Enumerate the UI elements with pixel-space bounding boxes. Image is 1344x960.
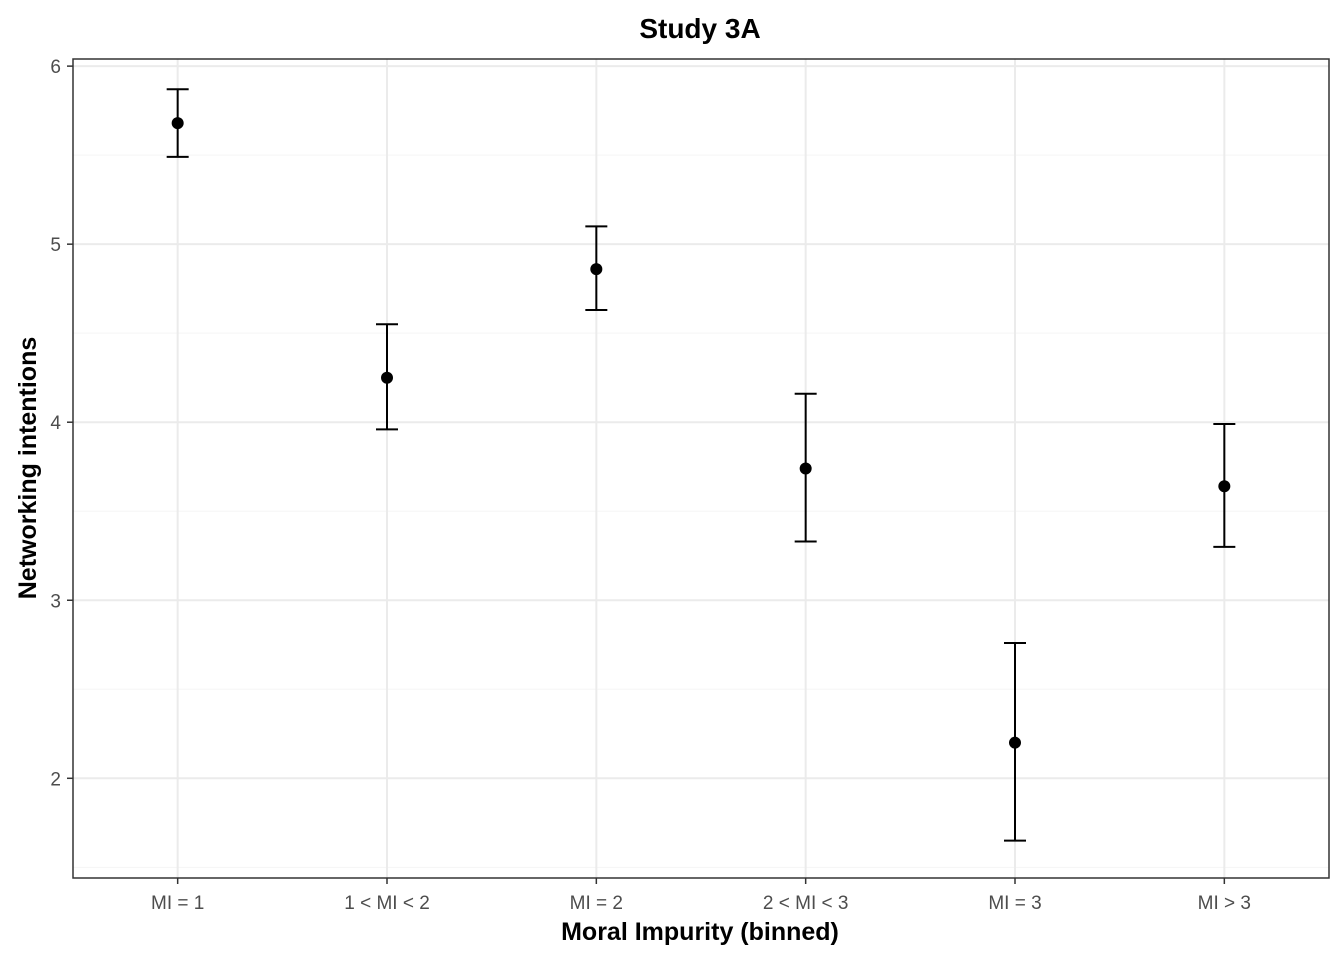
data-point: [799, 462, 812, 475]
y-axis-title: Networking intentions: [14, 337, 42, 600]
x-tick-label: MI = 1: [151, 893, 204, 914]
panel-border: [72, 58, 1330, 879]
x-tick-label: MI = 2: [570, 893, 623, 914]
y-tick-label: 5: [50, 235, 61, 256]
data-point: [1218, 480, 1231, 493]
x-tick-label: MI = 3: [988, 893, 1041, 914]
data-point: [590, 263, 603, 276]
x-tick-label: 1 < MI < 2: [344, 893, 430, 914]
x-axis-title: Moral Impurity (binned): [561, 918, 839, 946]
x-tick-label: MI > 3: [1198, 893, 1251, 914]
axes: 2 3 4 5 6 MI = 1 1 < MI < 2 MI = 2 2 < MI < 3 MI …: [50, 57, 1251, 914]
x-tick-label: 2 < MI < 3: [763, 893, 849, 914]
y-tick-label: 2: [50, 769, 61, 790]
data-point: [171, 117, 184, 130]
data-point: [381, 371, 393, 384]
y-tick-label: 4: [50, 413, 61, 434]
y-tick-label: 6: [50, 57, 61, 78]
chart-title: Study 3A: [639, 13, 760, 44]
y-tick-label: 3: [50, 591, 61, 612]
data-point: [1009, 736, 1021, 749]
data-points: [171, 117, 1231, 749]
